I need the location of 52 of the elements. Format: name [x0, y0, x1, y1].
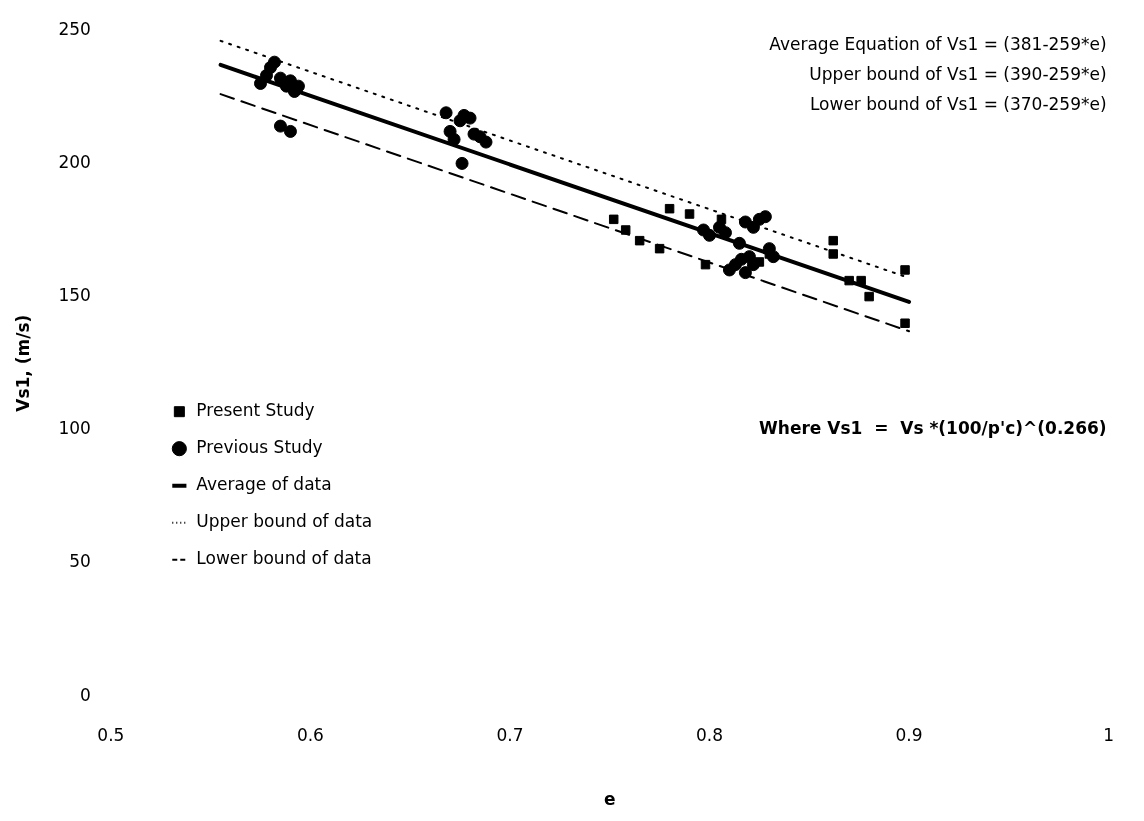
- legend-label: Present Study: [196, 400, 315, 421]
- point: [738, 266, 752, 280]
- point: [664, 203, 675, 214]
- point: [620, 225, 631, 235]
- legend-label: Previous Study: [196, 437, 323, 458]
- point: [864, 291, 874, 302]
- x-tick-label: 0.5: [97, 724, 125, 745]
- x-tick-label: 0.9: [895, 724, 923, 745]
- point: [828, 235, 838, 246]
- x-axis-title: e: [603, 789, 616, 810]
- y-tick-label: 50: [69, 551, 91, 572]
- annotation: Upper bound of Vs1 = (390-259*e): [809, 64, 1107, 85]
- legend-label: Lower bound of data: [196, 548, 372, 569]
- legend-label: Average of data: [196, 474, 332, 495]
- point: [463, 111, 477, 125]
- point: [856, 275, 866, 286]
- point: [283, 124, 297, 138]
- y-tick-label: 100: [58, 418, 91, 439]
- point: [844, 275, 854, 286]
- x-tick-label: 0.6: [296, 724, 324, 745]
- point: [608, 214, 619, 225]
- point: [273, 119, 287, 133]
- point: [267, 55, 281, 69]
- point: [702, 228, 716, 242]
- point: [455, 156, 469, 170]
- point: [634, 235, 645, 246]
- y-tick-label: 250: [58, 18, 91, 39]
- point: [684, 209, 695, 219]
- point: [447, 132, 461, 146]
- point: [700, 259, 711, 270]
- point: [479, 135, 493, 149]
- x-tick-label: 0.7: [496, 724, 524, 745]
- x-tick-label: 1: [1103, 724, 1115, 745]
- y-tick-label: 200: [58, 151, 91, 172]
- point: [900, 318, 910, 328]
- point: [732, 236, 746, 250]
- y-tick-label: 0: [80, 684, 91, 705]
- annotation: Lower bound of Vs1 = (370-259*e): [809, 94, 1107, 115]
- x-tick-label: 0.8: [695, 724, 724, 745]
- point: [754, 257, 765, 267]
- point: [716, 214, 727, 225]
- y-tick-label: 150: [58, 285, 91, 306]
- point: [900, 265, 910, 275]
- point: [718, 226, 732, 240]
- annotation: Where Vs1 = Vs *(100/p'c)^(0.266): [759, 418, 1107, 439]
- point: [758, 210, 772, 224]
- point: [828, 249, 838, 259]
- legend-label: Upper bound of data: [196, 511, 373, 532]
- annotation: Average Equation of Vs1 = (381-259*e): [769, 34, 1107, 55]
- point: [654, 243, 665, 254]
- y-axis-title: Vs1, (m/s): [12, 314, 33, 412]
- point: [439, 106, 453, 120]
